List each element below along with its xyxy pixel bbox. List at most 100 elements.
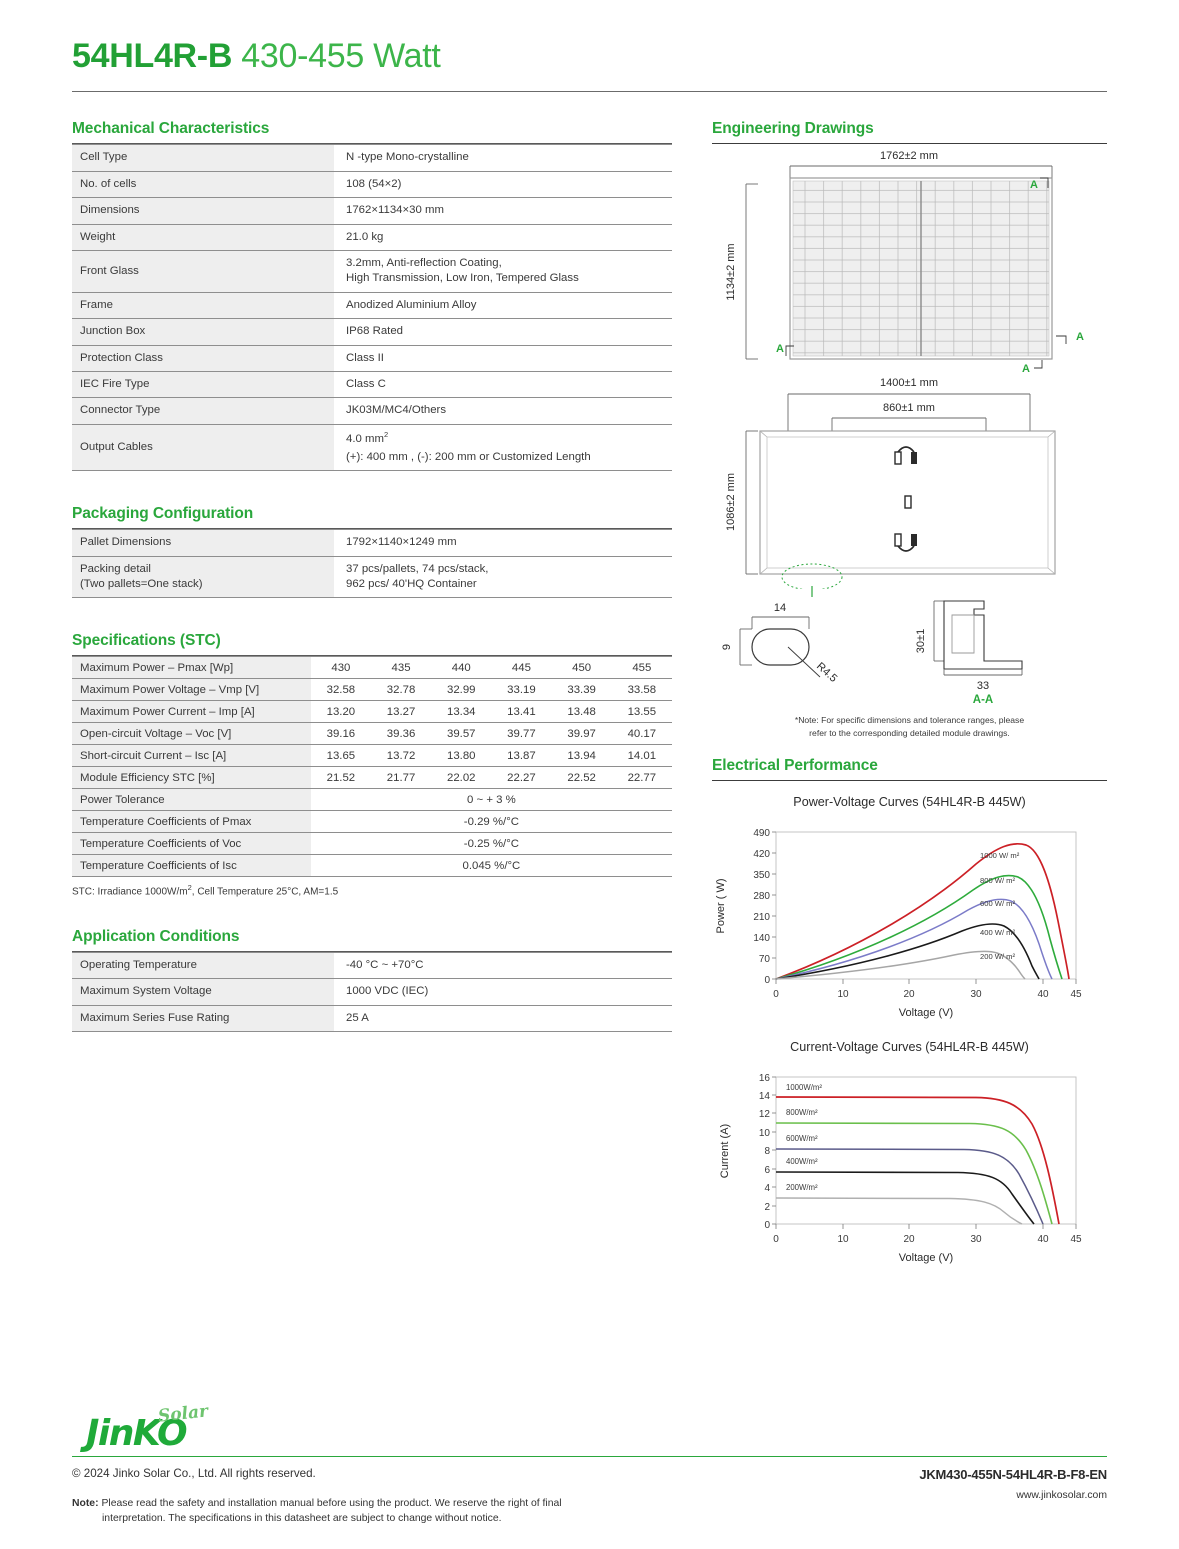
pv-ytick: 210 bbox=[753, 912, 770, 923]
front-width-label: 1762±2 mm bbox=[880, 150, 938, 162]
application-heading: Application Conditions bbox=[72, 927, 240, 945]
page-title: 54HL4R-B 430-455 Watt bbox=[72, 37, 1107, 75]
connector-top-icon bbox=[894, 446, 917, 466]
page-header: 54HL4R-B 430-455 Watt bbox=[72, 0, 1107, 93]
section-mark-a-bottom: A bbox=[1022, 363, 1030, 374]
cell-value: 22.02 bbox=[431, 766, 492, 790]
electrical-divider bbox=[712, 780, 1107, 782]
right-column: Engineering Drawings 1762±2 mm bbox=[712, 120, 1107, 1271]
table-row: Short-circuit Current – Isc [A] 13.65 13… bbox=[72, 744, 672, 768]
product-watt-range: 430-455 Watt bbox=[241, 37, 441, 75]
section-label-aa: A-A bbox=[973, 694, 993, 704]
cell-value: 13.55 bbox=[611, 700, 672, 724]
pv-curve-600 bbox=[775, 898, 1053, 981]
cell-value: 13.65 bbox=[310, 744, 371, 768]
copyright-text: © 2024 Jinko Solar Co., Ltd. All rights … bbox=[72, 1466, 316, 1480]
cell-value: 13.27 bbox=[370, 700, 432, 724]
cell-value: 14.01 bbox=[611, 744, 672, 768]
row-value: 37 pcs/pallets, 74 pcs/stack, 962 pcs/ 4… bbox=[334, 556, 672, 599]
iv-ytick: 4 bbox=[764, 1183, 770, 1194]
row-value-line1: 37 pcs/pallets, 74 pcs/stack, bbox=[346, 562, 489, 575]
connector-bottom-icon bbox=[894, 533, 917, 553]
pv-chart-title: Power-Voltage Curves (54HL4R-B 445W) bbox=[793, 795, 1026, 810]
row-value: Anodized Aluminium Alloy bbox=[334, 292, 672, 320]
pv-xtick: 30 bbox=[970, 989, 982, 1000]
row-label: Maximum Power Voltage – Vmp [V] bbox=[72, 678, 311, 702]
rear-inner-label: 860±1 mm bbox=[883, 402, 935, 414]
power-voltage-chart: Power ( W) 0 70 140 210 280 350 420 490 bbox=[715, 828, 1082, 1019]
row-label: Temperature Coefficients of Isc bbox=[72, 854, 311, 878]
iv-legend-600: 600W/m² bbox=[786, 1134, 818, 1143]
pv-curve-200 bbox=[775, 950, 1026, 981]
mechanical-characteristics-section: Mechanical Characteristics Cell Type N -… bbox=[72, 120, 672, 472]
pv-ytick: 490 bbox=[753, 828, 770, 839]
cell-value: 455 bbox=[611, 656, 672, 680]
iv-xtick: 20 bbox=[903, 1234, 915, 1245]
section-mark-a-right: A bbox=[1076, 331, 1084, 343]
table-row: Weight 21.0 kg bbox=[72, 224, 672, 251]
cell-value: 22.27 bbox=[491, 766, 552, 790]
current-voltage-chart: Current (A) 0 2 4 6 8 10 12 14 16 bbox=[719, 1073, 1082, 1264]
mechanical-divider bbox=[72, 143, 672, 145]
website-url[interactable]: www.jinkosolar.com bbox=[1016, 1489, 1107, 1501]
table-row: Dimensions 1762×1134×30 mm bbox=[72, 197, 672, 225]
pv-legend-600: 600 W/ m² bbox=[980, 899, 1015, 908]
logo-subtext: Solar bbox=[157, 1401, 209, 1427]
iv-legend-400: 400W/m² bbox=[786, 1157, 818, 1166]
drawings-divider bbox=[712, 143, 1107, 145]
table-row: Maximum Power – Pmax [Wp] 430 435 440 44… bbox=[72, 656, 672, 680]
cell-value: 13.94 bbox=[551, 744, 612, 768]
electrical-heading: Electrical Performance bbox=[712, 757, 878, 775]
footer-note: Note: Please read the safety and install… bbox=[72, 1496, 562, 1527]
iv-curve-600 bbox=[775, 1148, 1044, 1225]
table-row: Junction Box IP68 Rated bbox=[72, 318, 672, 346]
stc-footnote-exponent: 2 bbox=[187, 883, 192, 893]
row-label-line2: (Two pallets=One stack) bbox=[80, 578, 203, 591]
row-label: Dimensions bbox=[72, 197, 334, 225]
rear-outer-label: 1400±1 mm bbox=[880, 377, 938, 389]
table-row: IEC Fire Type Class C bbox=[72, 371, 672, 399]
row-value: N -type Mono-crystalline bbox=[334, 144, 672, 172]
application-conditions-section: Application Conditions Operating Tempera… bbox=[72, 928, 672, 1032]
iv-chart-title: Current-Voltage Curves (54HL4R-B 445W) bbox=[790, 1040, 1029, 1055]
row-label: Maximum Series Fuse Rating bbox=[72, 1005, 334, 1032]
logo-wordmark: JinKO bbox=[86, 1412, 188, 1454]
specifications-divider bbox=[72, 655, 672, 657]
pv-legend-1000: 1000 W/ m² bbox=[980, 851, 1020, 860]
packaging-configuration-section: Packaging Configuration Pallet Dimension… bbox=[72, 505, 672, 599]
row-value: 4.0 mm2 (+): 400 mm , (-): 200 mm or Cus… bbox=[334, 424, 672, 472]
iv-ytick: 2 bbox=[764, 1202, 770, 1213]
part-number: JKM430-455N-54HL4R-B-F8-EN bbox=[919, 1466, 1107, 1482]
cell-value: 435 bbox=[370, 656, 432, 680]
cell-value: 13.34 bbox=[431, 700, 492, 724]
section-mark-a-left: A bbox=[776, 343, 784, 355]
row-label: Weight bbox=[72, 224, 334, 251]
pv-xtick: 40 bbox=[1037, 989, 1049, 1000]
packaging-heading: Packaging Configuration bbox=[72, 505, 254, 523]
iv-legend-800: 800W/m² bbox=[786, 1108, 818, 1117]
detail-callout-ellipse bbox=[781, 563, 843, 590]
left-column: Mechanical Characteristics Cell Type N -… bbox=[72, 120, 672, 1271]
table-row: Maximum Power Voltage – Vmp [V] 32.58 32… bbox=[72, 678, 672, 702]
packaging-table: Pallet Dimensions 1792×1140×1249 mm Pack… bbox=[72, 529, 672, 599]
row-value: 1000 VDC (IEC) bbox=[334, 978, 672, 1006]
row-label: Pallet Dimensions bbox=[72, 529, 334, 557]
table-row: Protection Class Class II bbox=[72, 345, 672, 372]
row-value-line2: High Transmission, Low Iron, Tempered Gl… bbox=[346, 272, 579, 285]
row-label: Short-circuit Current – Isc [A] bbox=[72, 744, 311, 768]
iv-curve-800 bbox=[775, 1122, 1053, 1225]
cell-value: 13.41 bbox=[491, 700, 552, 724]
row-label: Power Tolerance bbox=[72, 788, 311, 812]
cell-value: 21.52 bbox=[310, 766, 371, 790]
iv-curve-400 bbox=[775, 1171, 1035, 1225]
iv-ytick: 8 bbox=[764, 1146, 770, 1157]
row-label: Temperature Coefficients of Voc bbox=[72, 832, 311, 856]
iv-curve-200 bbox=[775, 1197, 1023, 1225]
pv-xtick: 20 bbox=[903, 989, 915, 1000]
junction-box-icon bbox=[904, 495, 912, 510]
iv-curve-1000 bbox=[775, 1096, 1060, 1225]
engineering-drawings-section: Engineering Drawings 1762±2 mm bbox=[712, 120, 1107, 739]
pv-legend-200: 200 W/ m² bbox=[980, 952, 1015, 961]
row-value: 1792×1140×1249 mm bbox=[334, 529, 672, 557]
module-front-view-drawing: 1762±2 mm 1134±2 mm A A bbox=[725, 150, 1084, 374]
